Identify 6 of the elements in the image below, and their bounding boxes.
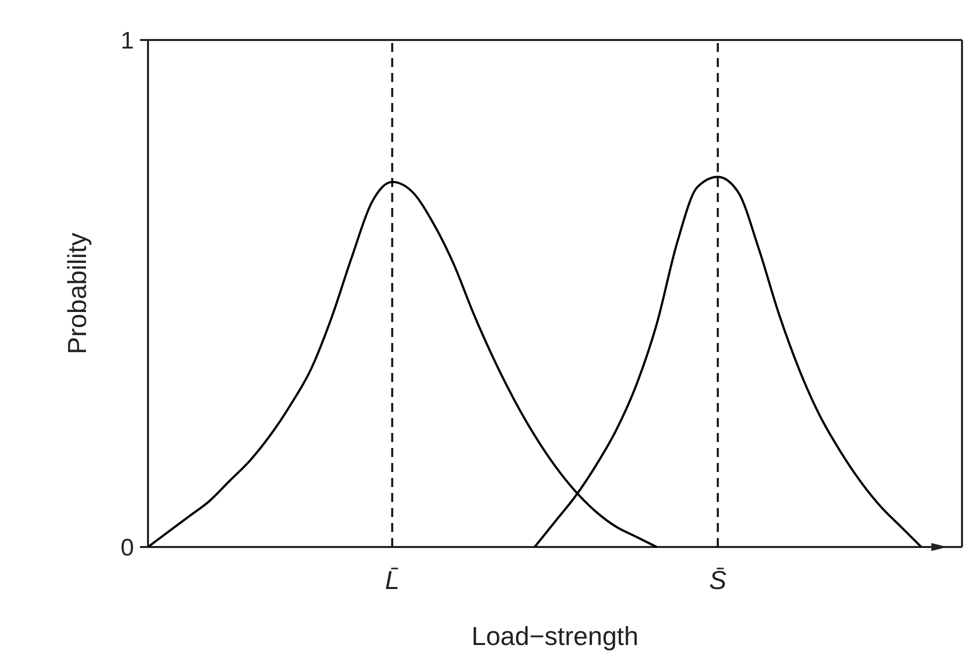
y-tick-label: 0 <box>120 534 134 562</box>
y-axis-title: Probability <box>62 232 92 354</box>
x-axis-title: Load−strength <box>472 621 638 651</box>
y-tick-label: 1 <box>120 27 134 54</box>
x-tick-label: L̄ <box>384 565 400 595</box>
x-tick-label: S̄ <box>709 565 728 595</box>
